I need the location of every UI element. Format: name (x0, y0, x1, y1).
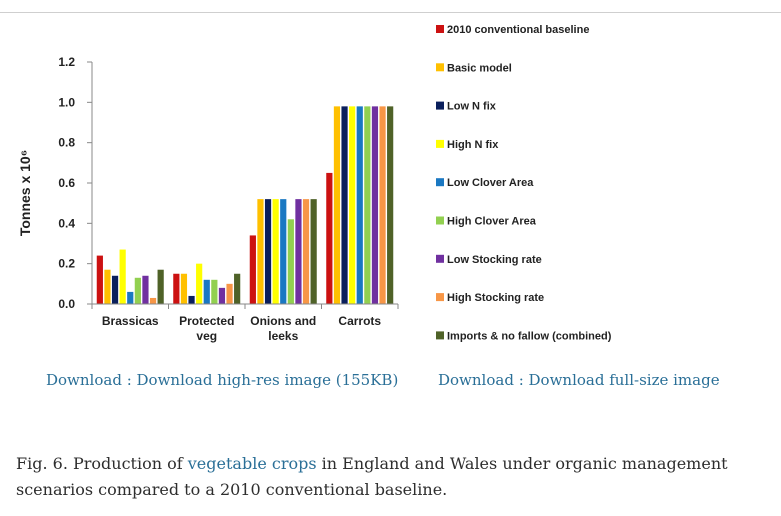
x-tick-label: Brassicas (102, 314, 159, 328)
y-tick-label: 1.0 (58, 95, 75, 109)
legend-swatch (436, 254, 444, 263)
bar (180, 273, 188, 304)
bar (310, 199, 317, 304)
legend-label: 2010 conventional baseline (447, 24, 589, 36)
bar (104, 269, 111, 304)
legend-label: Basic model (447, 62, 512, 74)
y-tick-label: 0.6 (58, 176, 75, 190)
legend-label: High Stocking rate (447, 292, 544, 304)
bar (211, 279, 218, 304)
legend-label: Imports & no fallow (combined) (447, 330, 612, 342)
bar (257, 199, 264, 304)
bar (96, 255, 103, 304)
legend-swatch (436, 63, 444, 72)
bar (196, 263, 203, 304)
y-axis-title-text: Tonnes x 10⁶ (17, 150, 33, 236)
legend-label: High Clover Area (447, 216, 537, 228)
bar (349, 106, 356, 304)
bar (280, 199, 287, 304)
legend-swatch (436, 101, 444, 110)
axes (91, 62, 399, 309)
bar (302, 199, 310, 304)
y-axis-ticks: 0.0 0.2 0.4 0.6 0.8 1.0 1.2 (58, 55, 92, 311)
top-divider (0, 12, 781, 13)
legend-label: Low Stocking rate (447, 254, 542, 266)
x-tick-label: Protected (179, 314, 234, 328)
x-tick-label: veg (196, 329, 217, 343)
bar (111, 275, 119, 304)
bar (249, 235, 256, 304)
x-tick-label: Carrots (338, 314, 381, 328)
bar (341, 106, 348, 304)
bar (234, 273, 241, 304)
caption-label: Fig. 6. (16, 454, 68, 473)
legend-swatch (436, 216, 444, 225)
bar (272, 199, 279, 304)
x-tick-label: Onions and (250, 314, 316, 328)
figure-caption: Fig. 6. Production of vegetable crops in… (16, 451, 776, 503)
y-tick-label: 0.4 (58, 216, 75, 230)
bar (218, 287, 226, 304)
legend-swatch (436, 331, 444, 340)
legend-label: Low Clover Area (447, 177, 534, 189)
bar (134, 277, 141, 304)
caption-text-post: in England and Wales under organic manag… (16, 454, 728, 499)
bar-chart: Tonnes x 10⁶ 0.0 0.2 0.4 0.6 0.8 1.0 1.2 Brass… (17, 24, 612, 343)
bar (173, 273, 180, 304)
bars (96, 106, 394, 304)
bar (356, 106, 363, 304)
bar (127, 291, 134, 304)
legend-swatch (436, 139, 444, 148)
y-axis-title: Tonnes x 10⁶ (17, 150, 33, 236)
legend-label: High N fix (447, 139, 499, 151)
y-tick-label: 1.2 (58, 55, 75, 69)
bar (157, 269, 164, 304)
bar (149, 297, 157, 304)
bar (119, 249, 126, 304)
bar (364, 106, 371, 304)
bar (226, 283, 233, 304)
legend: 2010 conventional baseline Basic model Low… (436, 24, 612, 342)
bar (333, 106, 341, 304)
legend-label: Low N fix (447, 101, 497, 113)
bar (264, 199, 272, 304)
y-tick-label: 0.8 (58, 136, 75, 150)
bar (295, 199, 302, 304)
legend-swatch (436, 25, 444, 33)
legend-swatch (436, 293, 444, 302)
bar (326, 172, 333, 304)
download-full-size-link[interactable]: Download : Download full-size image (438, 371, 720, 389)
legend-swatch (436, 178, 444, 187)
download-high-res-link[interactable]: Download : Download high-res image (155K… (46, 371, 399, 389)
bar (287, 219, 294, 304)
bar (371, 106, 379, 304)
bar (188, 295, 195, 304)
caption-text-pre: Production of (67, 454, 188, 473)
y-tick-label: 0.2 (58, 257, 75, 271)
bar (379, 106, 386, 304)
bar (387, 106, 394, 304)
bar (142, 275, 149, 304)
bar (203, 279, 210, 304)
vegetable-crops-link[interactable]: vegetable crops (187, 454, 317, 473)
y-tick-label: 0.0 (58, 297, 75, 311)
x-tick-label: leeks (268, 329, 298, 343)
